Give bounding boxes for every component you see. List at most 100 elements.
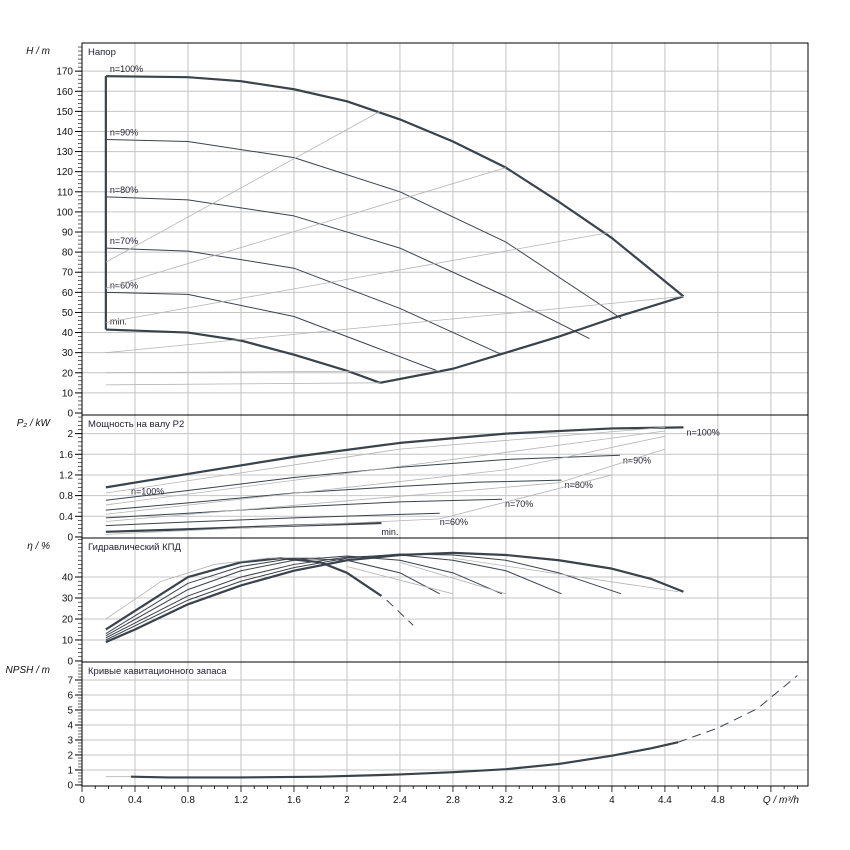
series-line-aux <box>105 448 666 522</box>
x-tick-label: 0.4 <box>128 795 142 806</box>
y-tick-label: 40 <box>62 573 74 584</box>
y-tick-label: 0 <box>67 408 73 419</box>
y-tick-label: 10 <box>62 388 74 399</box>
y-tick-label: 1.2 <box>59 470 73 481</box>
y-tick-label: 150 <box>56 107 73 118</box>
x-tick-label: 3.6 <box>552 795 566 806</box>
x-tick-label: 0 <box>79 795 85 806</box>
x-tick-label: 4.4 <box>658 795 672 806</box>
y-axis-label: H / m <box>26 46 50 57</box>
series-line-n80 <box>105 196 590 340</box>
series-line-aux <box>105 111 381 263</box>
y-tick-label: 80 <box>62 248 74 259</box>
series-line-aux <box>399 561 507 595</box>
series-line-aux <box>386 599 414 626</box>
y-tick-label: 0.8 <box>59 491 73 502</box>
y-tick-label: 1 <box>67 765 73 776</box>
y-axis-label: η / % <box>27 541 50 552</box>
series-line-aux <box>105 167 507 289</box>
series-line-aux <box>105 435 666 515</box>
panel-3: 0 1 2 3 4 5 6 7 NPSH / m Кривые кавитационного за… <box>6 661 809 791</box>
curve-label: n=90% <box>110 128 138 138</box>
curve-label: n=60% <box>110 280 138 290</box>
series-line-n100 <box>105 426 684 489</box>
curve-label: n=100% <box>686 427 719 437</box>
x-tick-label: 2 <box>344 795 350 806</box>
series-line-aux <box>130 741 679 779</box>
series-line-n90 <box>105 139 622 319</box>
series-line-aux <box>105 382 381 386</box>
y-tick-label: 6 <box>67 690 73 701</box>
curve-label: min. <box>110 317 127 327</box>
panel-title: Мощность на валу P2 <box>88 419 184 430</box>
y-tick-label: 5 <box>67 705 73 716</box>
panel-2: 0 10 20 30 40 η / % Гидравлический КПД <box>27 537 809 667</box>
series-line-n60 <box>105 557 440 635</box>
y-tick-label: 140 <box>56 127 73 138</box>
series-line-n80 <box>105 554 562 639</box>
y-tick-label: 2 <box>67 429 73 440</box>
x-tick-label: 4.8 <box>711 795 725 806</box>
y-tick-label: 7 <box>67 675 73 686</box>
series-line-n70 <box>105 555 503 637</box>
series-line-aux <box>105 370 440 374</box>
series-line-aux <box>677 675 798 743</box>
curve-label: n=60% <box>440 517 468 527</box>
panel-title: Напор <box>88 47 116 58</box>
y-tick-label: 50 <box>62 308 74 319</box>
y-tick-label: 0 <box>67 780 73 791</box>
x-tick-label: 2.8 <box>446 795 460 806</box>
panel-frame <box>81 42 809 416</box>
curve-label: n=80% <box>110 185 138 195</box>
x-tick-label: 0.8 <box>181 795 195 806</box>
series-line-aux <box>105 231 612 323</box>
curve-label: n=100% <box>131 487 164 497</box>
y-tick-label: 30 <box>62 348 74 359</box>
series-line-n70 <box>105 247 503 356</box>
y-tick-label: 4 <box>67 720 73 731</box>
y-tick-label: 2 <box>67 750 73 761</box>
panel-title: Гидравлический КПД <box>88 542 181 553</box>
series-line-min <box>105 328 381 384</box>
x-tick-label: 1.2 <box>234 795 248 806</box>
panel-title: Кривые кавитационного запаса <box>88 666 227 677</box>
curve-label: n=70% <box>505 499 533 509</box>
panel-frame <box>81 661 809 787</box>
series-line-aux <box>105 474 613 535</box>
series-line-n60 <box>105 291 440 373</box>
y-tick-label: 60 <box>62 288 74 299</box>
y-tick-label: 90 <box>62 228 74 239</box>
series-line-aux <box>346 566 454 595</box>
y-tick-label: 70 <box>62 268 74 279</box>
series-line-aux <box>105 430 665 506</box>
x-tick-label: 3.2 <box>499 795 513 806</box>
y-tick-label: 100 <box>56 207 73 218</box>
series-line-aux <box>105 556 321 620</box>
curve-label: n=80% <box>565 480 593 490</box>
y-tick-label: 20 <box>62 368 74 379</box>
y-tick-label: 0 <box>67 656 73 667</box>
panel-0: 0 10 20 30 40 50 60 70 80 90 100 110 120 130 140 150 160… <box>26 42 809 419</box>
y-tick-label: 0 <box>67 532 73 543</box>
series-line-n90 <box>105 454 620 501</box>
series-line-n90 <box>105 553 622 641</box>
y-tick-label: 120 <box>56 167 73 178</box>
x-tick-label: 4 <box>609 795 615 806</box>
curve-label: min. <box>381 527 398 537</box>
y-tick-label: 110 <box>57 187 73 198</box>
y-tick-label: 170 <box>56 67 73 78</box>
curve-label: n=90% <box>623 455 651 465</box>
series-line-n100 <box>105 551 684 644</box>
y-tick-label: 40 <box>62 328 74 339</box>
y-tick-label: 30 <box>62 594 74 605</box>
series-line-n70 <box>105 498 502 519</box>
series-line-aux <box>452 557 679 593</box>
series-line-n80 <box>105 479 562 511</box>
x-axis-label: Q / m³/h <box>763 795 800 806</box>
y-axis-label: P₂ / kW <box>17 418 52 429</box>
series-line-aux <box>105 295 684 354</box>
panel-1: 0 0.4 0.8 1.2 1.6 2 P₂ / kW Мощность на валу P2… <box>17 414 809 543</box>
y-axis-label: NPSH / m <box>6 665 50 676</box>
y-tick-label: 160 <box>56 87 73 98</box>
